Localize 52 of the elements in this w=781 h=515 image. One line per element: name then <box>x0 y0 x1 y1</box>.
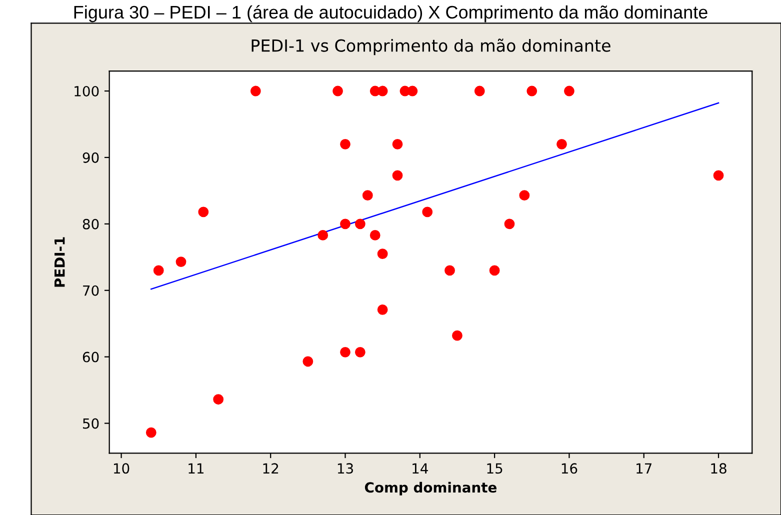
point <box>392 170 403 181</box>
point <box>392 138 403 150</box>
point <box>377 248 388 260</box>
point <box>340 138 350 150</box>
x-tick-label: 15 <box>487 463 502 474</box>
point <box>176 256 186 268</box>
point <box>250 86 261 96</box>
x-tick-label: 14 <box>412 463 428 474</box>
point <box>556 138 567 150</box>
point <box>340 346 350 358</box>
point <box>146 427 156 438</box>
point <box>444 265 455 276</box>
x-tick-label: 18 <box>711 463 726 474</box>
point <box>377 304 388 315</box>
point <box>318 230 328 240</box>
point <box>153 265 164 276</box>
y-tick-label: 90 <box>82 152 99 163</box>
point <box>713 170 724 181</box>
point <box>504 218 515 230</box>
text: Figura 30 – PEDI – 1 (área de autocuidado) X Comprimento da mão dominante <box>74 5 708 22</box>
point <box>407 86 418 96</box>
y-tick-label: 100 <box>74 86 99 96</box>
y-axis-title: PEDI-1 <box>54 237 65 287</box>
x-tick-label: 16 <box>562 463 578 474</box>
point <box>340 218 350 230</box>
x-tick-label: 11 <box>188 463 204 474</box>
point <box>198 206 209 218</box>
y-tick-label: 50 <box>83 418 99 429</box>
y-tick-label: 60 <box>82 352 99 362</box>
x-tick-label: 13 <box>338 463 353 474</box>
point <box>474 86 485 96</box>
point <box>519 190 530 201</box>
point <box>354 218 366 230</box>
x-axis-title: Comp dominante <box>364 482 497 496</box>
point <box>213 394 224 405</box>
point <box>362 190 373 201</box>
point <box>564 86 574 96</box>
point <box>526 86 538 96</box>
chart-title: PEDI-1 vs Comprimento da mão dominante <box>252 38 610 56</box>
x-tick-label: 17 <box>636 463 652 474</box>
point <box>332 86 343 96</box>
y-tick-label: 70 <box>83 285 99 296</box>
point <box>370 230 380 240</box>
point <box>422 206 433 218</box>
point <box>377 86 388 96</box>
y-tick-label: 80 <box>82 218 99 230</box>
x-tick-label: 12 <box>263 463 278 474</box>
point <box>354 346 366 358</box>
point <box>489 265 500 276</box>
point <box>452 330 462 341</box>
x-tick-label: 10 <box>114 463 130 474</box>
point <box>302 356 314 367</box>
